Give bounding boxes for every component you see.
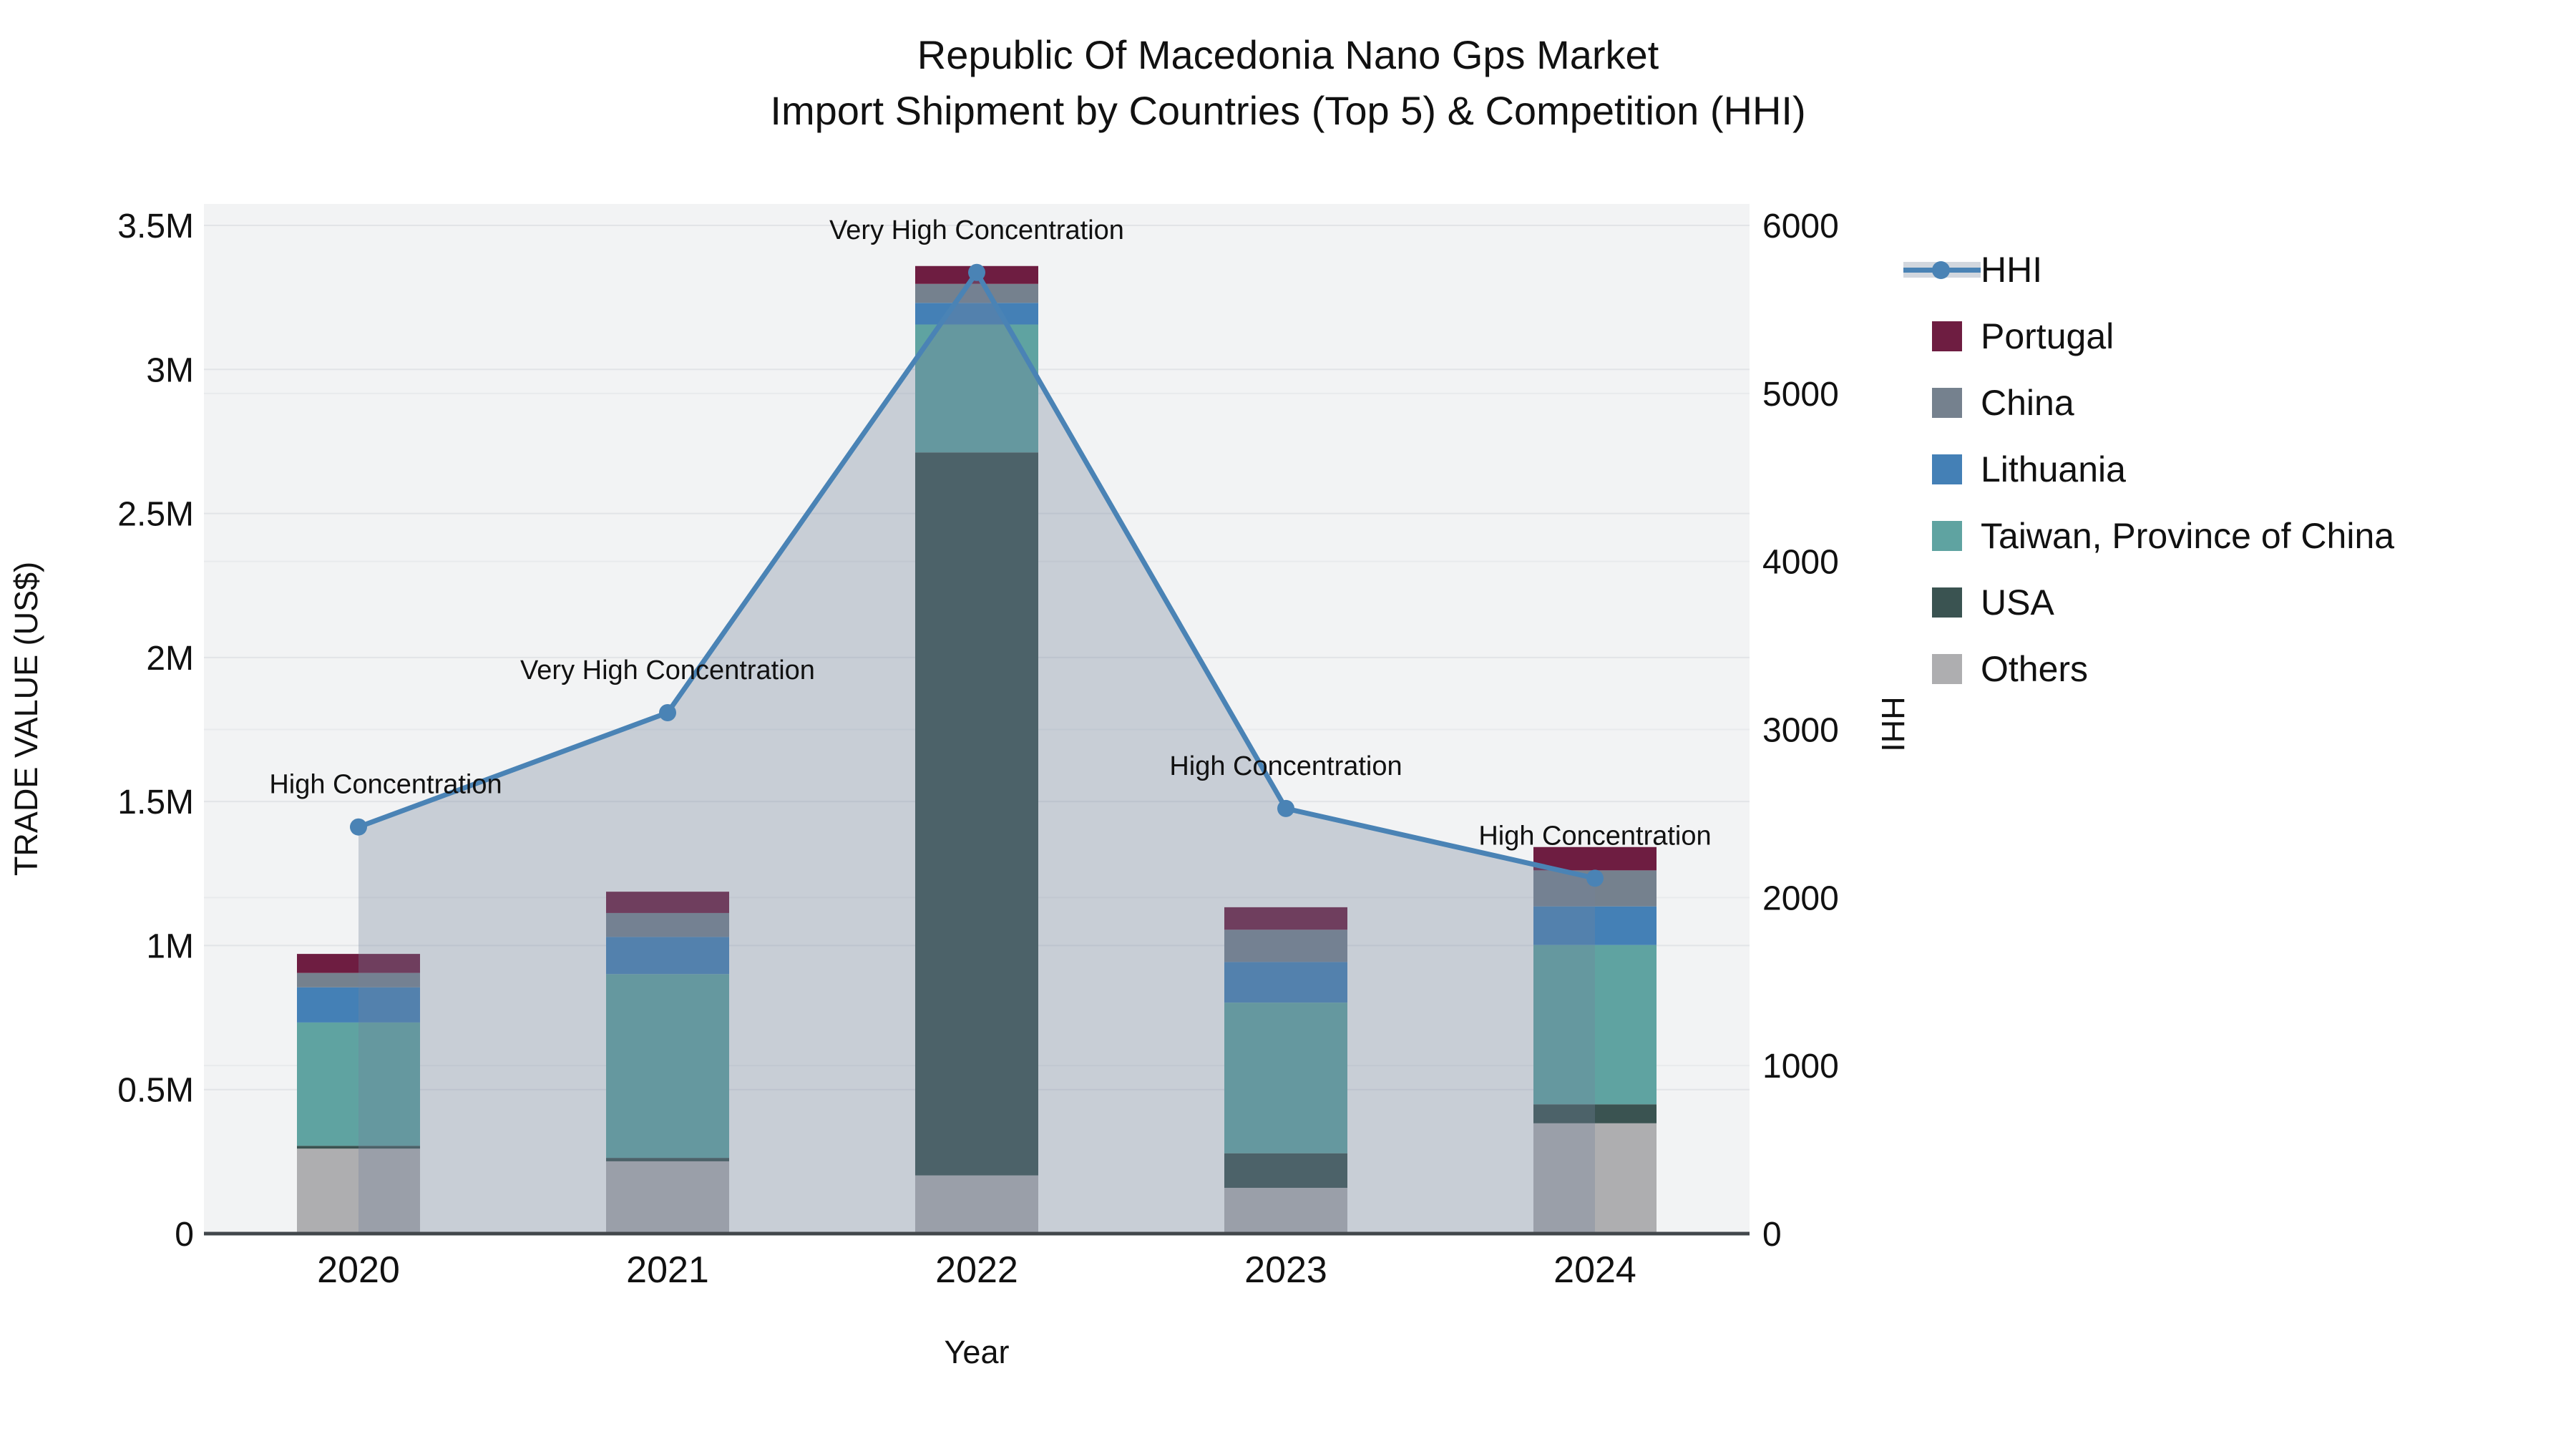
y-left-tick-label: 3.5M <box>117 208 194 245</box>
bar-segment-others-2023[interactable] <box>1224 1187 1347 1234</box>
y-right-tick-label: 2000 <box>1762 879 1839 917</box>
legend-label: Lithuania <box>1981 449 2126 489</box>
y-left-tick-label: 3M <box>146 351 194 389</box>
hhi-marker-2024[interactable] <box>1586 869 1604 887</box>
bar-segment-taiwan-province-of-china-2020[interactable] <box>297 1022 420 1146</box>
legend-swatch-icon <box>1932 520 1962 551</box>
legend-label: Taiwan, Province of China <box>1981 515 2395 556</box>
y-left-tick-label: 1M <box>146 927 194 965</box>
hhi-marker-2021[interactable] <box>659 704 676 722</box>
bar-segment-taiwan-province-of-china-2021[interactable] <box>606 974 729 1158</box>
annotation-2022: Very High Concentration <box>829 215 1124 245</box>
legend-item-china[interactable]: China <box>1903 369 2394 436</box>
bar-segment-others-2024[interactable] <box>1533 1123 1657 1234</box>
hhi-line-swatch-icon <box>1903 255 1981 285</box>
y-right-tick-label: 1000 <box>1762 1048 1839 1085</box>
hhi-marker-2022[interactable] <box>968 263 985 281</box>
bar-segment-portugal-2023[interactable] <box>1224 907 1347 930</box>
legend-label: China <box>1981 382 2074 423</box>
y-left-tick-label: 0 <box>175 1216 194 1254</box>
annotation-2021: Very High Concentration <box>520 655 815 686</box>
bar-segment-taiwan-province-of-china-2024[interactable] <box>1533 945 1657 1105</box>
x-tick-label-2022: 2022 <box>935 1249 1018 1291</box>
bar-segment-others-2021[interactable] <box>606 1161 729 1234</box>
legend-item-taiwan-province-of-china[interactable]: Taiwan, Province of China <box>1903 502 2394 569</box>
bar-segment-lithuania-2024[interactable] <box>1533 906 1657 945</box>
x-axis-title: Year <box>945 1334 1010 1370</box>
bar-segment-usa-2022[interactable] <box>915 452 1038 1176</box>
annotation-2024: High Concentration <box>1478 821 1711 851</box>
x-tick-label-2024: 2024 <box>1553 1249 1636 1291</box>
legend-label: Others <box>1981 648 2089 689</box>
legend-item-usa[interactable]: USA <box>1903 569 2394 635</box>
legend: HHI Portugal China Lithuania Taiwan, Provinc… <box>1903 236 2394 702</box>
legend-item-portugal[interactable]: Portugal <box>1903 303 2394 369</box>
x-tick-label-2023: 2023 <box>1244 1249 1327 1291</box>
bar-segment-others-2022[interactable] <box>915 1175 1038 1234</box>
hhi-marker-2020[interactable] <box>350 818 367 836</box>
legend-swatch-icon <box>1932 587 1962 618</box>
legend-swatch-icon <box>1932 653 1962 684</box>
y-right-tick-label: 0 <box>1762 1216 1782 1254</box>
legend-item-lithuania[interactable]: Lithuania <box>1903 436 2394 502</box>
y-right-tick-label: 3000 <box>1762 712 1839 750</box>
y-left-tick-label: 1.5M <box>117 784 194 821</box>
legend-label: HHI <box>1981 249 2043 290</box>
chart-title-line2: Import Shipment by Countries (Top 5) & C… <box>770 88 1806 133</box>
bar-segment-lithuania-2021[interactable] <box>606 937 729 975</box>
bar-segment-china-2023[interactable] <box>1224 930 1347 962</box>
annotation-2023: High Concentration <box>1169 751 1402 781</box>
chart-title-line1: Republic Of Macedonia Nano Gps Market <box>917 32 1659 77</box>
y-left-tick-label: 2.5M <box>117 496 194 534</box>
legend-swatch-icon <box>1932 454 1962 484</box>
bar-segment-lithuania-2022[interactable] <box>915 303 1038 325</box>
bar-segment-lithuania-2020[interactable] <box>297 987 420 1023</box>
annotation-2020: High Concentration <box>269 770 502 800</box>
y-right-axis-title: HHI <box>1875 696 1911 752</box>
bar-segment-usa-2023[interactable] <box>1224 1153 1347 1188</box>
y-right-tick-label: 6000 <box>1762 208 1839 245</box>
legend-swatch-icon <box>1932 321 1962 351</box>
legend-item-others[interactable]: Others <box>1903 635 2394 702</box>
y-left-axis-title: TRADE VALUE (US$) <box>8 562 44 876</box>
chart-title: Republic Of Macedonia Nano Gps Market Im… <box>0 27 2576 139</box>
bar-segment-usa-2020[interactable] <box>297 1146 420 1149</box>
legend-label: Portugal <box>1981 316 2114 356</box>
bar-segment-usa-2024[interactable] <box>1533 1104 1657 1123</box>
bar-segment-china-2021[interactable] <box>606 912 729 937</box>
bar-segment-portugal-2020[interactable] <box>297 954 420 973</box>
bar-segment-portugal-2021[interactable] <box>606 892 729 913</box>
y-right-tick-label: 4000 <box>1762 544 1839 582</box>
hhi-marker-2023[interactable] <box>1277 799 1294 817</box>
y-right-tick-label: 5000 <box>1762 376 1839 414</box>
y-left-tick-label: 2M <box>146 640 194 678</box>
legend-item-hhi[interactable]: HHI <box>1903 236 2394 303</box>
bar-segment-china-2022[interactable] <box>915 283 1038 303</box>
y-left-tick-label: 0.5M <box>117 1072 194 1110</box>
hhi-area-fill <box>358 272 1595 1234</box>
legend-swatch-icon <box>1932 387 1962 418</box>
bar-segment-lithuania-2023[interactable] <box>1224 962 1347 1003</box>
bar-segment-china-2020[interactable] <box>297 972 420 987</box>
bar-segment-taiwan-province-of-china-2023[interactable] <box>1224 1002 1347 1153</box>
bar-segment-others-2020[interactable] <box>297 1148 420 1234</box>
bar-segment-usa-2021[interactable] <box>606 1158 729 1161</box>
x-tick-label-2020: 2020 <box>317 1249 400 1291</box>
x-tick-label-2021: 2021 <box>626 1249 709 1291</box>
legend-label: USA <box>1981 582 2054 623</box>
